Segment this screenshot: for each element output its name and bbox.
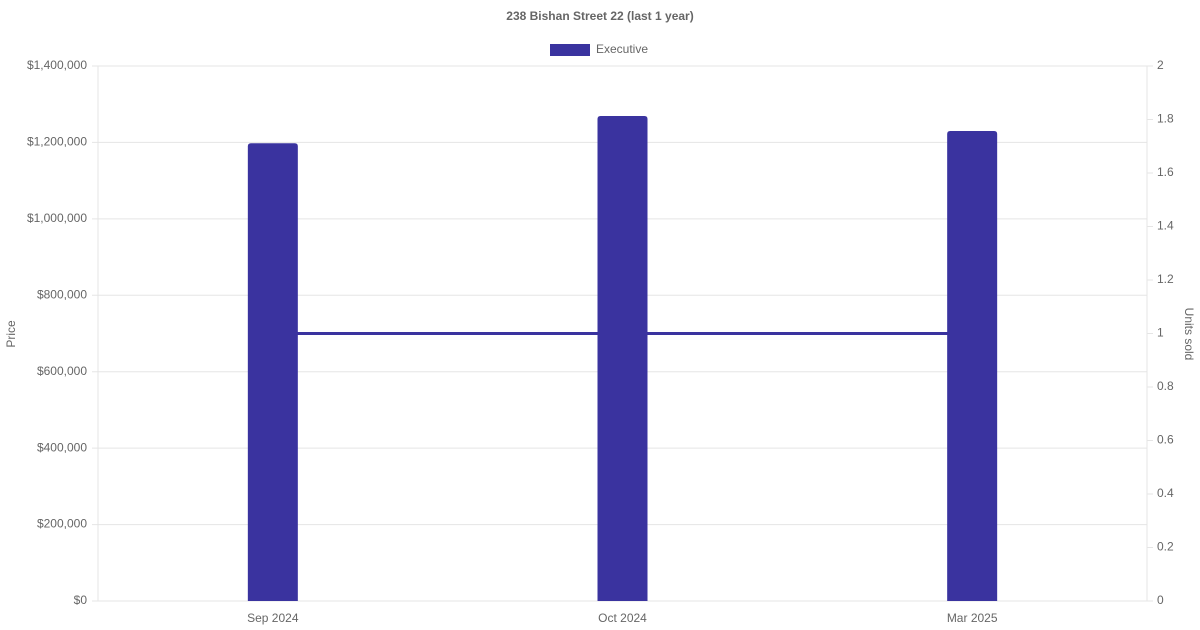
y-tick-label: $1,000,000 (27, 211, 87, 225)
y-tick-label: $200,000 (37, 517, 87, 531)
x-tick-label: Mar 2025 (947, 611, 998, 625)
y-axis-title: Price (4, 320, 18, 348)
bar (247, 143, 298, 601)
x-tick-label: Sep 2024 (247, 611, 299, 625)
y-tick-label: $600,000 (37, 364, 87, 378)
x-tick-label: Oct 2024 (598, 611, 647, 625)
y2-tick-label: 1 (1157, 326, 1164, 340)
y2-tick-label: 0.8 (1157, 379, 1174, 393)
legend-label: Executive (596, 42, 648, 56)
y2-tick-label: 1.6 (1157, 165, 1174, 179)
y2-tick-label: 1.8 (1157, 112, 1174, 126)
y-tick-label: $400,000 (37, 440, 87, 454)
y-tick-label: $800,000 (37, 287, 87, 301)
y2-tick-label: 0 (1157, 593, 1164, 607)
legend-swatch (550, 44, 590, 56)
y-tick-label: $0 (74, 593, 88, 607)
y2-tick-label: 0.2 (1157, 540, 1174, 554)
y2-tick-label: 1.2 (1157, 272, 1174, 286)
y-tick-label: $1,400,000 (27, 58, 87, 72)
bar (947, 130, 998, 601)
y2-tick-label: 0.4 (1157, 486, 1174, 500)
y2-axis-title: Units sold (1182, 308, 1196, 361)
y2-tick-label: 1.4 (1157, 219, 1174, 233)
y2-tick-label: 0.6 (1157, 433, 1174, 447)
y-tick-label: $1,200,000 (27, 135, 87, 149)
chart-title: 238 Bishan Street 22 (last 1 year) (506, 9, 693, 23)
y2-tick-label: 2 (1157, 58, 1164, 72)
bar (597, 116, 648, 601)
